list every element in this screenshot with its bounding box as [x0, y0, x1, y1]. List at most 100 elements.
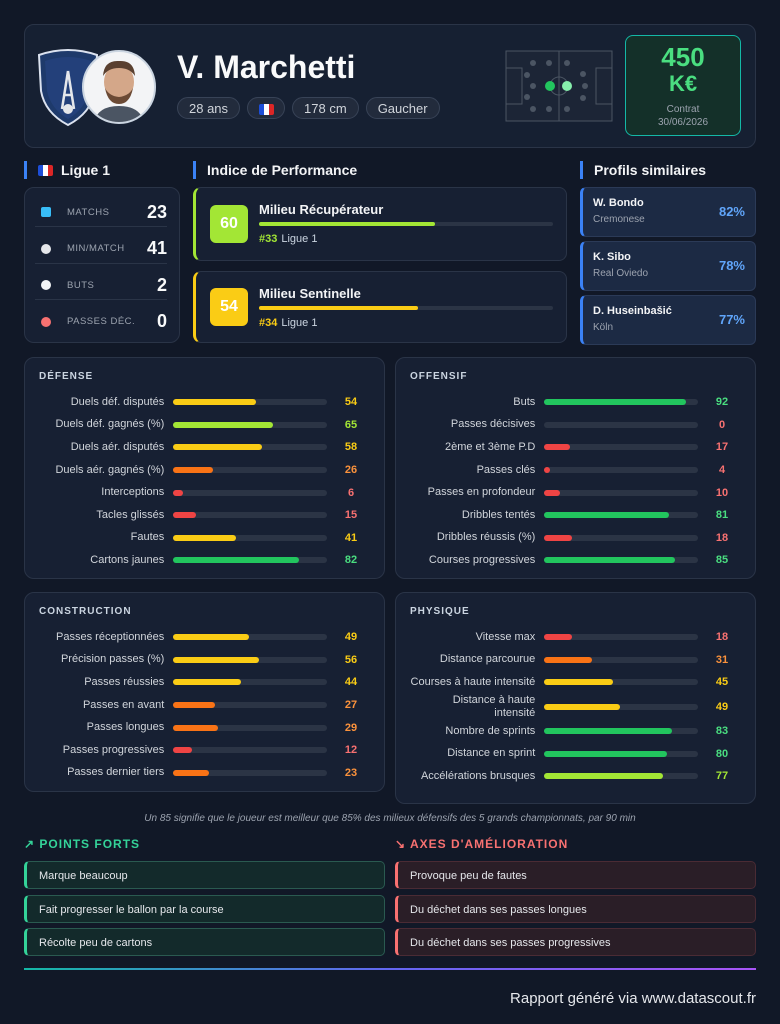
bar-track — [544, 773, 699, 780]
stat-label: Passes longues — [86, 721, 165, 734]
stat-row: Dribbles tentés 81 — [410, 504, 741, 527]
bar-track — [544, 467, 699, 474]
stat-label: Accélérations brusques — [420, 769, 536, 782]
league-title: Ligue 1 — [61, 162, 111, 178]
strength-item: Marque beaucoup — [24, 861, 385, 889]
stat-value: 23 — [146, 201, 167, 222]
stat-label: Passes progressives — [62, 743, 165, 756]
foot-tag: Gaucher — [365, 97, 440, 119]
bar-track — [173, 634, 328, 641]
stat-bar — [173, 702, 215, 709]
strength-item: Récolte peu de cartons — [24, 928, 385, 956]
stat-value: 83 — [715, 725, 729, 738]
stat-label: Vitesse max — [475, 630, 536, 643]
bar-track — [173, 534, 328, 541]
panel-rows: Passes réceptionnées 49 Précision passes (… — [39, 626, 370, 784]
stat-row: Fautes 41 — [39, 527, 370, 550]
stat-label: Cartons jaunes — [90, 553, 165, 566]
stat-row: Nombre de sprints 83 — [410, 720, 741, 743]
bar-track — [173, 399, 328, 406]
bar-track — [173, 656, 328, 663]
strengths-title: POINTS FORTS — [39, 837, 141, 851]
stat-row: Distance en sprint 80 — [410, 742, 741, 765]
stat-value: 26 — [344, 464, 358, 477]
stat-bar — [173, 747, 192, 754]
stat-bar — [544, 750, 668, 757]
stat-panel: DÉFENSE Duels déf. disputés 54 Duels déf. g… — [24, 357, 385, 579]
bar-track — [544, 750, 699, 757]
similar-name: W. Bondo — [593, 197, 644, 209]
league-stat: BUTS 2 — [35, 271, 167, 300]
panel-title: DÉFENSE — [39, 371, 94, 382]
stat-bar — [173, 724, 218, 731]
league-heading: Ligue 1 — [24, 161, 110, 179]
stat-row: Passes en profondeur 10 — [410, 481, 741, 504]
stat-bar — [173, 656, 260, 663]
stat-label: Passes décisives — [450, 418, 536, 431]
bar-track — [173, 467, 328, 474]
similar-card: D. Huseinbašić Köln 77% — [580, 295, 756, 345]
stat-label: Passes réussies — [84, 675, 165, 688]
stat-value: 15 — [344, 509, 358, 522]
bar-track — [544, 399, 699, 406]
bar-track — [173, 679, 328, 686]
stat-label: 2ème et 3ème P.D — [444, 440, 536, 453]
stat-label: Distance à haute intensité — [452, 693, 536, 719]
performance-card: 60 Milieu Récupérateur #33 Ligue 1 — [193, 187, 567, 261]
bar-track — [173, 512, 328, 519]
panel-title: OFFENSIF — [410, 371, 468, 382]
stat-row: Passes longues 29 — [39, 716, 370, 739]
stat-row: Courses progressives 85 — [410, 549, 741, 572]
strength-item: Fait progresser le ballon par la course — [24, 894, 385, 923]
stat-value: 81 — [715, 509, 729, 522]
stat-bar — [173, 769, 209, 776]
bar-track — [544, 679, 699, 686]
stat-value: 0 — [718, 418, 726, 431]
score-track — [259, 222, 553, 226]
bar-track — [173, 444, 328, 451]
stat-row: Accélérations brusques 77 — [410, 765, 741, 788]
stat-bar — [544, 634, 572, 641]
league-stat: MIN/MATCH 41 — [35, 235, 167, 264]
position-pitch — [505, 50, 613, 122]
player-tags: 28 ans 178 cm Gaucher — [177, 97, 440, 119]
bar-track — [544, 444, 699, 451]
divider — [24, 968, 756, 970]
stat-bar — [173, 679, 241, 686]
stat-label: BUTS — [67, 279, 95, 291]
stat-row: Courses à haute intensité 45 — [410, 671, 741, 694]
contract-box: 450 K€ Contrat 30/06/2026 — [625, 35, 741, 136]
flag — [258, 104, 274, 116]
stat-value: 49 — [344, 631, 358, 644]
stat-row: Passes clés 4 — [410, 459, 741, 482]
stat-icon — [41, 316, 51, 327]
stat-value: 58 — [344, 441, 358, 454]
improvement-item: Provoque peu de fautes — [395, 861, 756, 889]
stat-row: Duels aér. gagnés (%) 26 — [39, 459, 370, 482]
improvement-item: Du déchet dans ses passes progressives — [395, 928, 756, 956]
stat-value: 10 — [715, 486, 729, 499]
stat-bar — [173, 399, 257, 406]
bar-track — [173, 724, 328, 731]
player-name: V. Marchetti — [177, 49, 356, 85]
improvements-heading: ↘ AXES D'AMÉLIORATION — [395, 837, 568, 851]
stat-bar — [173, 467, 214, 474]
stat-bar — [544, 557, 675, 564]
stat-value: 27 — [344, 699, 358, 712]
stat-label: Interceptions — [101, 486, 165, 499]
stat-bar — [173, 489, 183, 496]
similar-card: K. Sibo Real Oviedo 78% — [580, 241, 756, 291]
stat-value: 77 — [715, 770, 729, 783]
panel-title: PHYSIQUE — [410, 606, 470, 617]
stat-row: Passes décisives 0 — [410, 414, 741, 437]
stat-row: Duels aér. disputés 58 — [39, 436, 370, 459]
stat-value: 54 — [344, 396, 358, 409]
age-tag: 28 ans — [177, 97, 241, 119]
stat-panel: OFFENSIF Buts 92 Passes décisives 0 2ème et 3… — [395, 357, 756, 579]
bar-track — [544, 489, 699, 496]
stat-value: 45 — [715, 676, 729, 689]
stat-value: 23 — [344, 766, 358, 779]
nationality-tag — [247, 97, 286, 119]
bar-track — [544, 656, 699, 663]
bar-track — [173, 769, 328, 776]
